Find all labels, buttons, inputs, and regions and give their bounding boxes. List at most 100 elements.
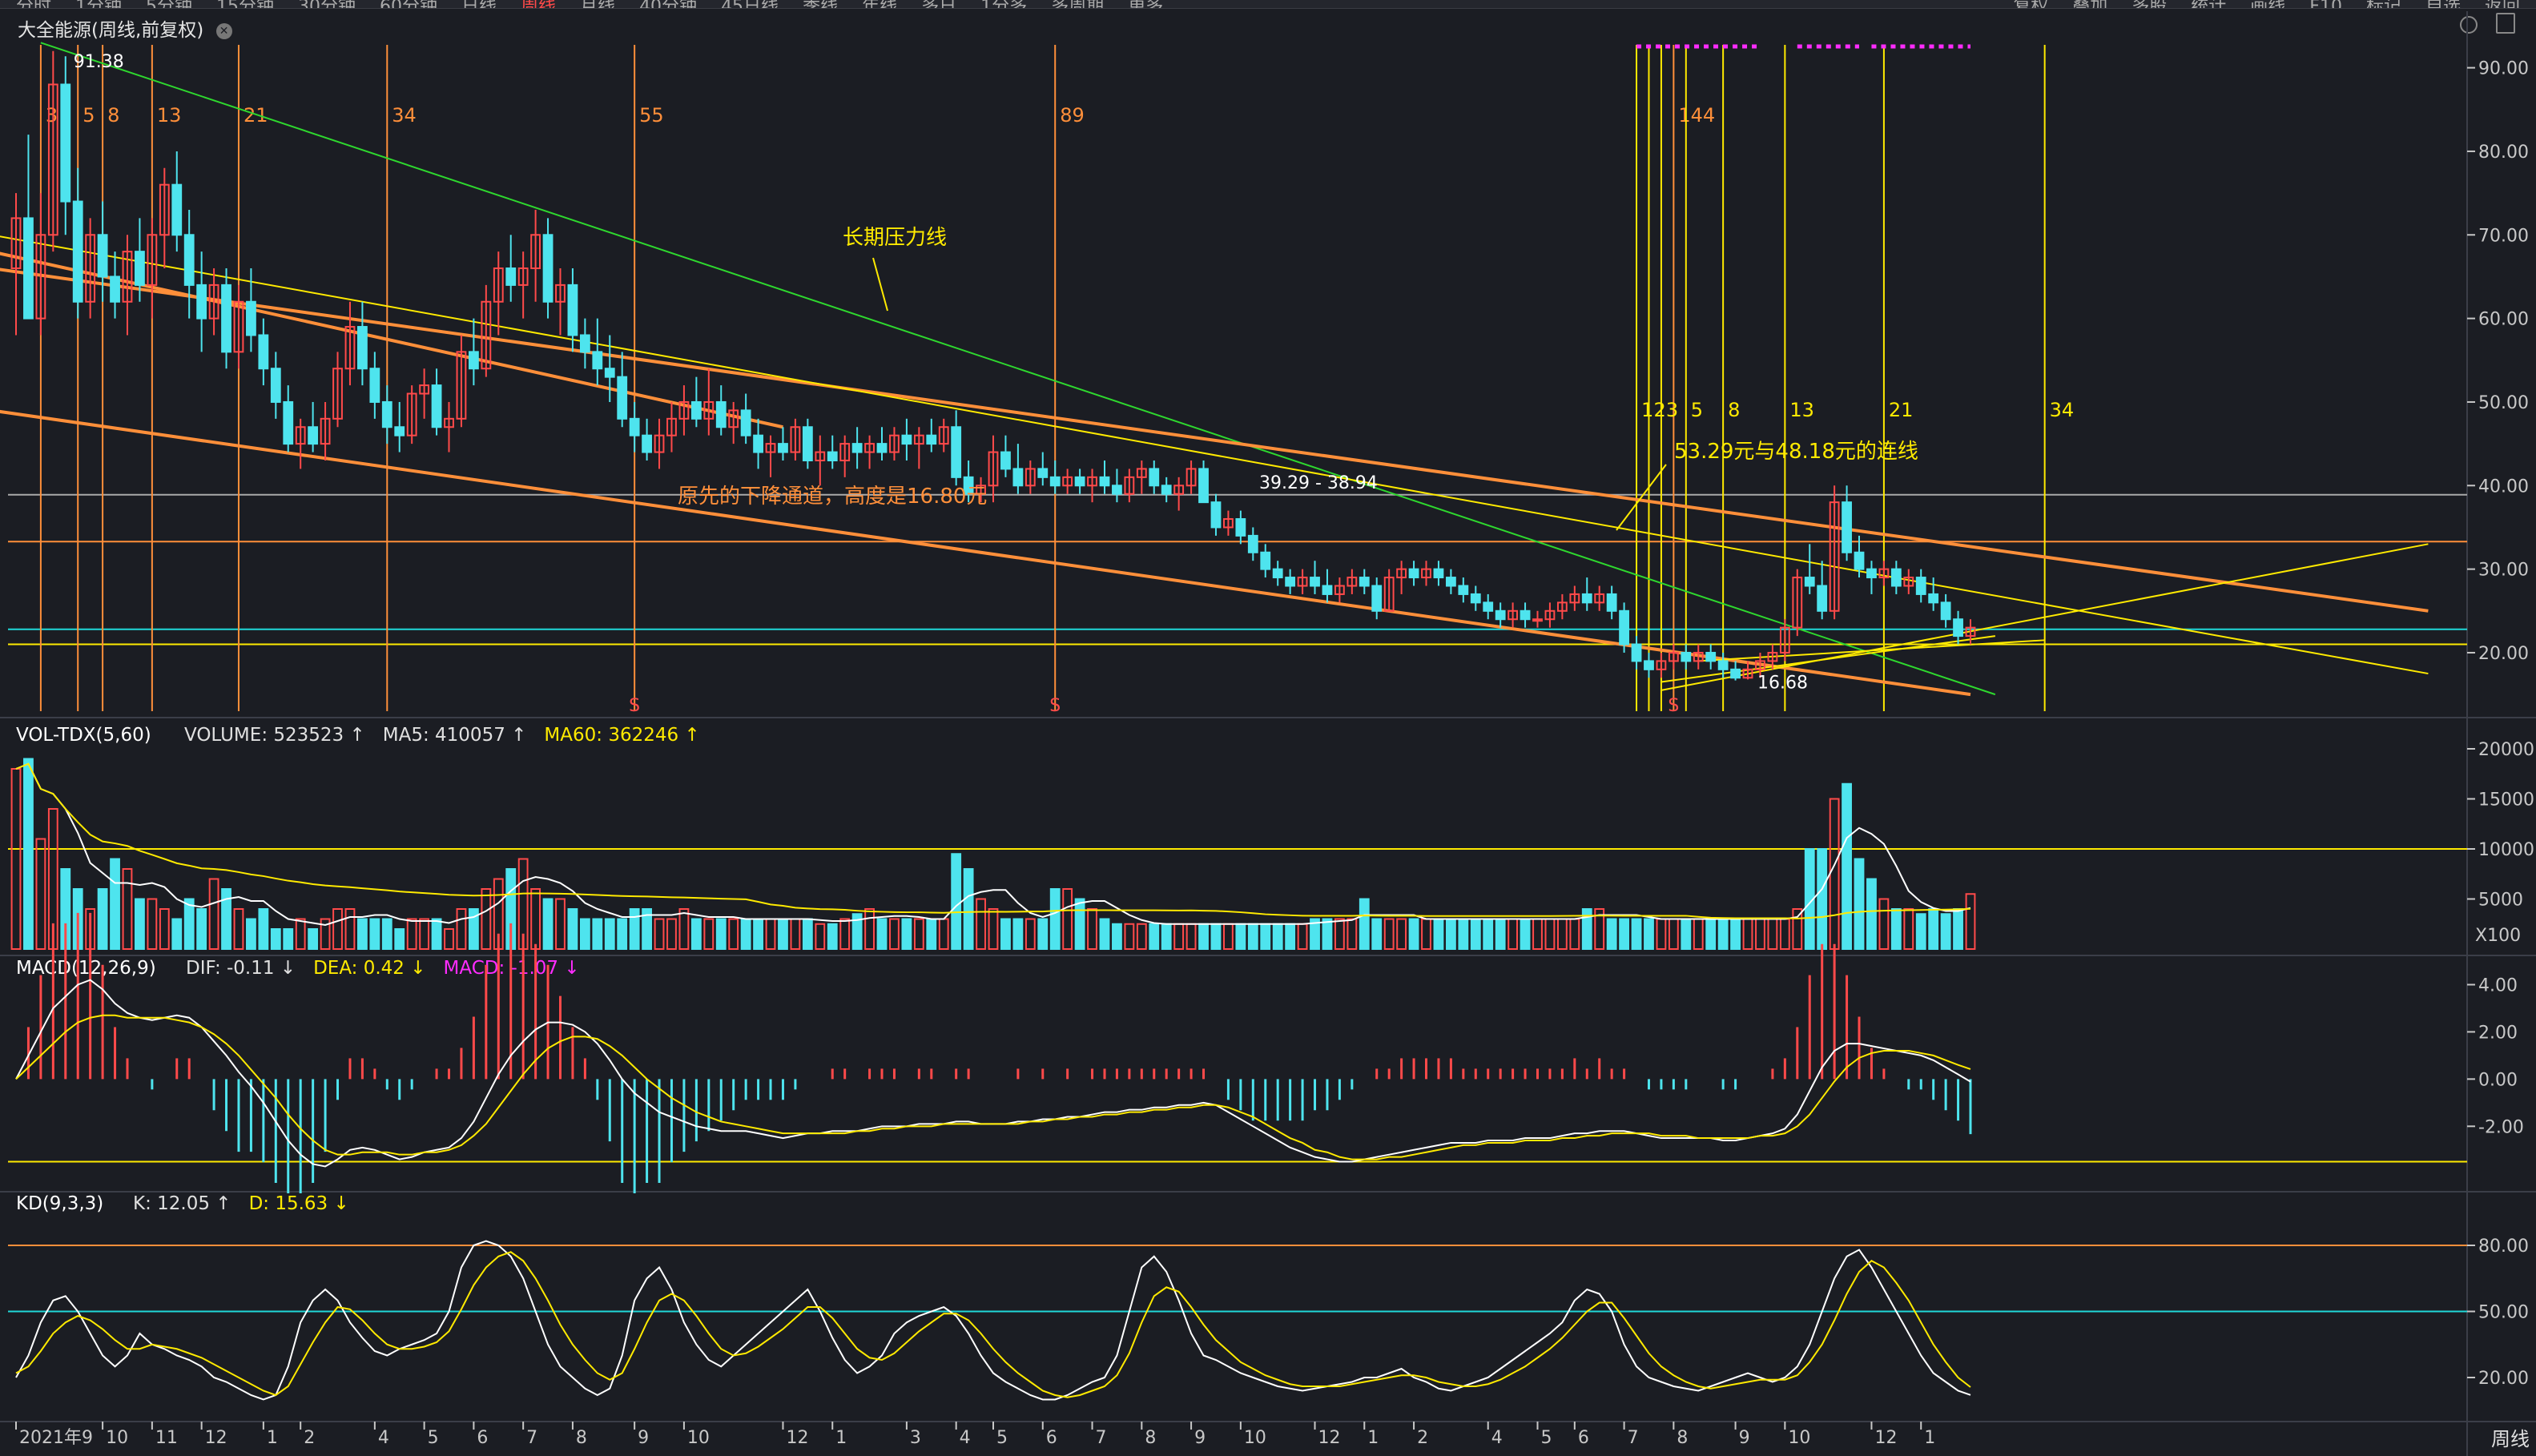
toolbar-item[interactable]: 多周期 [1051,0,1104,8]
volume-bar [1606,918,1617,950]
toolbar-item[interactable]: 40分钟 [639,0,697,8]
candle [778,443,788,453]
xtick-label: 6 [1578,1428,1589,1448]
stock-title: 大全能源(周线,前复权) ✕ [18,14,232,42]
candle [555,284,566,303]
candle [97,234,108,278]
candle [1594,593,1605,604]
volume-bar [1495,918,1506,950]
period-label[interactable]: 周线 [2491,1428,2530,1450]
stock-name: 大全能源(周线,前复权) [18,20,204,41]
volume-bar [1532,918,1543,950]
trend-line-yellow_channel [0,235,2429,675]
xtick-label: 2021年9 [19,1428,93,1448]
toolbar-item[interactable]: 15分钟 [216,0,274,8]
volume-bar [357,918,368,950]
fib-label: 3 [1666,399,1678,421]
volume-bar [320,918,331,950]
toolbar-tool[interactable]: 返回 [2485,0,2520,8]
annotation: 长期压力线 [843,226,947,250]
candle [381,400,392,428]
candle [171,183,183,236]
volume-bar [208,878,219,950]
toolbar-item[interactable]: 60分钟 [380,0,437,8]
ytick-label: -2.00 [2478,1117,2524,1137]
volume-bar [1508,918,1519,950]
volume-bar [1421,918,1431,950]
volume-bar [1074,898,1085,950]
sell-marker: S [1049,696,1061,716]
candle [1223,518,1234,529]
candle [901,434,912,445]
candle [1124,476,1135,495]
volume-bar [963,868,974,950]
minimize-icon[interactable] [2496,13,2515,34]
candle [1644,660,1654,670]
toolbar-tool[interactable]: 画线 [2250,0,2285,8]
toolbar-item[interactable]: 30分钟 [298,0,356,8]
volume-bar [1000,918,1011,950]
volume-bar [592,918,603,950]
toolbar-item[interactable]: 年线 [862,0,897,8]
top-right-controls [2459,13,2515,37]
toolbar-tool[interactable]: 复权 [2013,0,2048,8]
sell-marker: S [629,696,640,716]
volume-bar [468,908,479,950]
candle [456,351,467,420]
close-icon[interactable]: ✕ [215,23,232,39]
candle [1173,485,1185,495]
toolbar-item[interactable]: 5分钟 [146,0,192,8]
toolbar-item[interactable]: 更多 [1128,0,1163,8]
volume-bar [159,908,170,950]
volume-stat: VOLUME: 523523 ↑ [184,725,365,746]
toolbar-item[interactable]: 周线 [521,0,556,8]
volume-bar [35,838,46,950]
volume-bar [1928,908,1939,950]
candle [72,200,83,303]
volume-stat: MA5: 410057 ↑ [383,725,527,746]
volume-bar [1842,782,1852,950]
macd-dif-line [15,979,1971,1168]
xtick-label: 8 [1145,1428,1156,1448]
volume-bar [1149,923,1160,950]
toolbar-tool[interactable]: 叠加 [2072,0,2107,8]
fib-label: 89 [1060,104,1085,127]
candle [419,384,430,395]
candle [1495,609,1506,621]
volume-bar [308,928,319,950]
toolbar-tool[interactable]: 多股 [2131,0,2167,8]
candle [715,400,727,428]
volume-bar [1866,878,1877,950]
volume-bar [1346,918,1358,950]
fib-label: 21 [1889,399,1914,421]
candle [1508,609,1519,621]
toolbar-item[interactable]: 月线 [580,0,615,8]
toolbar-item[interactable]: 1分钟 [75,0,122,8]
toolbar-item[interactable]: 季线 [803,0,838,8]
toolbar-item[interactable]: 45日线 [721,0,779,8]
candle [258,334,269,370]
toolbar-item[interactable]: 日线 [461,0,497,8]
toolbar-tool[interactable]: 统计 [2191,0,2226,8]
candle [1112,485,1122,495]
candle [740,409,751,436]
settings-icon[interactable] [2459,16,2478,34]
toolbar-tool[interactable]: 标记 [2366,0,2401,8]
volume-bar [1099,918,1110,950]
toolbar-item[interactable]: 多日 [921,0,956,8]
candle [1792,577,1803,629]
volume-ma60 [15,762,1971,919]
candle [1693,651,1704,662]
candle [431,384,442,428]
candle [1842,501,1852,553]
volume-bar [1644,918,1654,950]
toolbar-item[interactable]: 1分多 [980,0,1027,8]
candle [790,426,801,453]
toolbar-item[interactable]: 分时 [16,0,51,8]
sell-marker: S [1668,696,1679,716]
toolbar-tool[interactable]: F10 [2309,0,2342,8]
candle [1829,501,1840,612]
toolbar-tool[interactable]: 自选 [2425,0,2461,8]
candle [1087,476,1097,487]
